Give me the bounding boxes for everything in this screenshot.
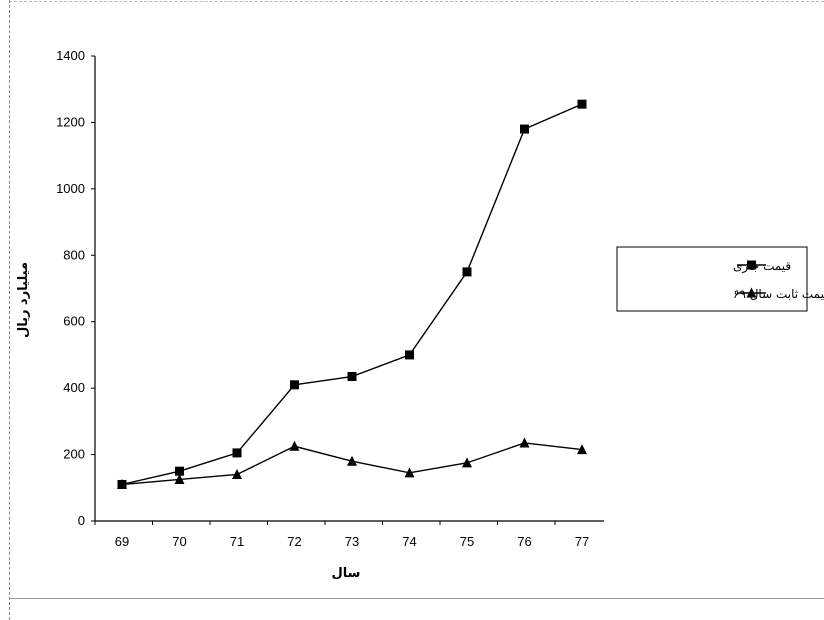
chart-legend: قیمت جاری قیمت ثابت سال ۶۹ <box>616 246 824 312</box>
y-tick-label: 200 <box>63 447 85 462</box>
y-tick-label: 0 <box>78 513 85 528</box>
x-tick-label: 77 <box>575 534 589 549</box>
x-tick-label: 76 <box>517 534 531 549</box>
x-axis-label: سال <box>332 566 361 581</box>
y-tick-label: 1000 <box>56 181 85 196</box>
x-tick-label: 74 <box>402 534 416 549</box>
data-point-square <box>175 466 184 476</box>
x-axis-ticks: 69 70 71 72 73 74 75 76 77 <box>94 521 589 549</box>
data-point-triangle <box>519 437 530 448</box>
data-point-square <box>462 267 472 277</box>
chart-axes <box>94 56 604 522</box>
x-tick-label: 73 <box>345 534 359 549</box>
series-constant-price <box>117 437 587 489</box>
data-point-square <box>347 372 357 382</box>
data-point-square <box>520 124 529 134</box>
legend-marker-triangle <box>746 287 757 298</box>
series-current-price <box>117 99 587 489</box>
y-tick-label: 1400 <box>56 48 85 63</box>
x-tick-label: 71 <box>230 534 244 549</box>
legend-marker-square <box>747 260 756 270</box>
y-tick-label: 600 <box>63 314 85 329</box>
data-point-triangle <box>232 469 242 479</box>
data-point-triangle <box>289 440 300 451</box>
data-point-square <box>232 448 242 458</box>
legend-label: قیمت ثابت سال ۶۹ <box>733 287 824 301</box>
data-point-square <box>290 380 299 390</box>
y-tick-label: 400 <box>63 380 85 395</box>
y-tick-label: 1200 <box>56 114 85 129</box>
frame-bottom-border <box>9 598 824 599</box>
y-tick-label: 800 <box>63 247 85 262</box>
chart-series <box>117 99 587 489</box>
data-point-triangle <box>577 444 587 455</box>
x-tick-label: 75 <box>460 534 474 549</box>
data-point-triangle <box>404 467 415 478</box>
x-tick-label: 70 <box>172 534 186 549</box>
y-axis-ticks: 0 200 400 600 800 1000 1200 1400 <box>56 48 95 528</box>
data-point-triangle <box>174 473 185 484</box>
x-tick-label: 72 <box>287 534 301 549</box>
data-point-triangle <box>462 457 472 468</box>
x-tick-label: 69 <box>115 534 129 549</box>
data-point-triangle <box>347 455 357 466</box>
data-point-triangle <box>117 478 127 489</box>
frame-left-border <box>9 0 10 620</box>
frame-top-border <box>9 1 824 2</box>
data-point-square <box>577 99 587 109</box>
y-axis-label: میلیارد ریال <box>16 262 31 338</box>
data-point-square <box>405 350 414 360</box>
legend-label: قیمت جاری <box>733 259 791 274</box>
legend-box <box>616 246 808 312</box>
series-line <box>121 103 583 486</box>
